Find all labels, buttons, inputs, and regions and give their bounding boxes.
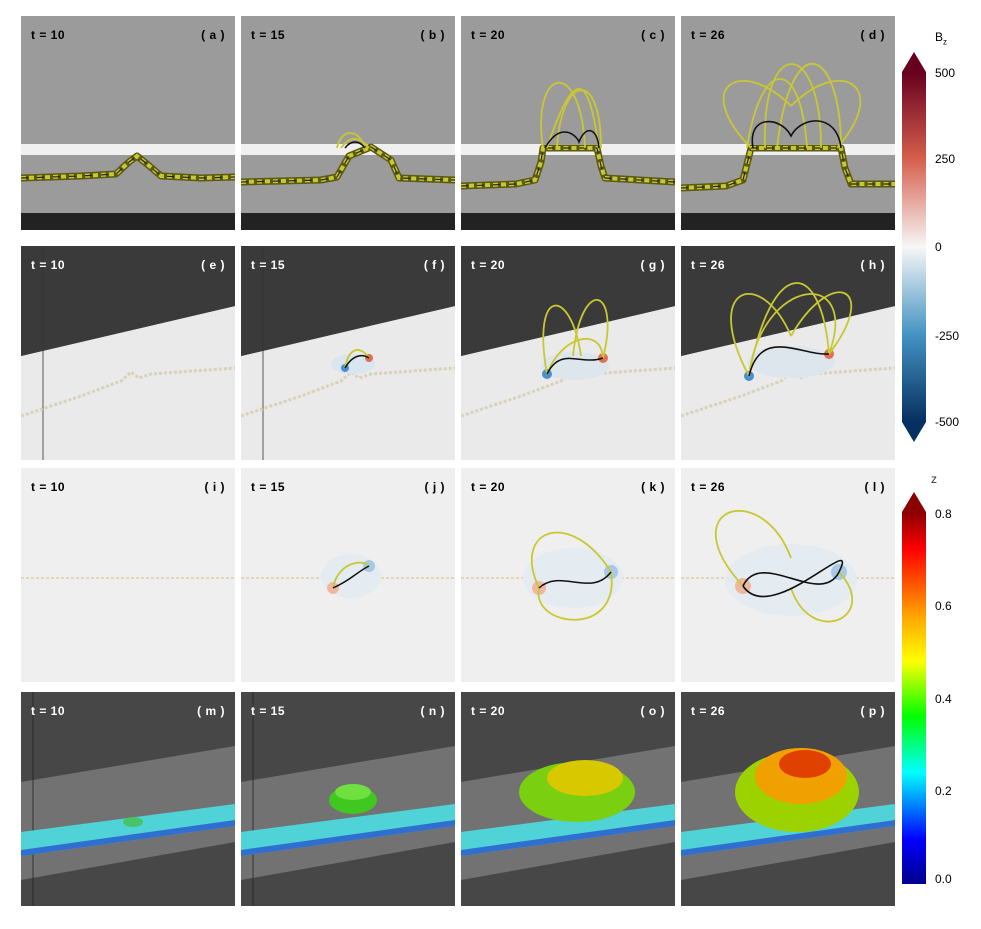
panel-time-label: t = 20 — [471, 480, 506, 494]
panel-letter-label: ( n ) — [420, 704, 445, 718]
sim-panel: t = 20 ( c ) — [461, 16, 675, 230]
panel-time-label: t = 20 — [471, 704, 506, 718]
panel-render — [241, 246, 455, 460]
panel-time-label: t = 20 — [471, 258, 506, 272]
panel-letter-label: ( j ) — [424, 480, 445, 494]
sim-panel: t = 10 ( e ) — [21, 246, 235, 460]
colorbar-bz-tick: 250 — [935, 152, 956, 166]
panel-letter-label: ( f ) — [423, 258, 445, 272]
panel-render — [681, 246, 895, 460]
panel-render — [681, 468, 895, 682]
panel-render — [21, 246, 235, 460]
panel-letter-label: ( m ) — [197, 704, 225, 718]
panel-time-label: t = 15 — [251, 28, 286, 42]
colorbar-z-tick: 0.6 — [935, 599, 952, 613]
sim-panel: t = 10 ( i ) — [21, 468, 235, 682]
sim-panel: t = 26 ( h ) — [681, 246, 895, 460]
panel-time-label: t = 10 — [31, 28, 66, 42]
colorbar-bz-tick: -500 — [935, 415, 960, 429]
panel-time-label: t = 10 — [31, 480, 66, 494]
sim-panel: t = 15 ( b ) — [241, 16, 455, 230]
colorbar-bz-bar — [902, 52, 926, 442]
panel-time-label: t = 20 — [471, 28, 506, 42]
colorbar-z-tick: 0.8 — [935, 507, 952, 521]
panel-letter-label: ( b ) — [420, 28, 445, 42]
panel-letter-label: ( h ) — [860, 258, 885, 272]
panel-letter-label: ( e ) — [201, 258, 225, 272]
panel-letter-label: ( l ) — [864, 480, 885, 494]
panel-time-label: t = 26 — [691, 28, 726, 42]
panel-render — [681, 16, 895, 230]
colorbar-z-title: z — [931, 472, 937, 486]
panel-render — [241, 16, 455, 230]
panel-time-label: t = 15 — [251, 258, 286, 272]
panel-time-label: t = 15 — [251, 480, 286, 494]
panel-render — [21, 692, 235, 906]
panel-time-label: t = 10 — [31, 258, 66, 272]
sim-panel: t = 15 ( f ) — [241, 246, 455, 460]
sim-panel: t = 15 ( j ) — [241, 468, 455, 682]
panel-render — [21, 16, 235, 230]
panel-letter-label: ( a ) — [201, 28, 225, 42]
panel-render — [241, 468, 455, 682]
panel-render — [681, 692, 895, 906]
sim-panel: t = 15 ( n ) — [241, 692, 455, 906]
panel-letter-label: ( i ) — [204, 480, 225, 494]
sim-panel: t = 26 ( l ) — [681, 468, 895, 682]
colorbar-bz-title: Bz — [935, 30, 948, 47]
panel-letter-label: ( o ) — [640, 704, 665, 718]
panel-letter-label: ( k ) — [641, 480, 665, 494]
panel-time-label: t = 10 — [31, 704, 66, 718]
panel-time-label: t = 26 — [691, 704, 726, 718]
panel-render — [461, 246, 675, 460]
colorbar-z-tick: 0.0 — [935, 872, 952, 886]
panel-render — [21, 468, 235, 682]
colorbar-z-tick: 0.4 — [935, 692, 952, 706]
colorbar-bz-tick: 0 — [935, 240, 942, 254]
colorbar-z-bar — [902, 492, 926, 884]
sim-panel: t = 20 ( k ) — [461, 468, 675, 682]
panel-time-label: t = 26 — [691, 480, 726, 494]
sim-panel: t = 26 ( p ) — [681, 692, 895, 906]
panel-letter-label: ( p ) — [860, 704, 885, 718]
panel-render — [241, 692, 455, 906]
colorbar-bz-tick: -250 — [935, 329, 960, 343]
panel-letter-label: ( c ) — [641, 28, 665, 42]
panel-render — [461, 692, 675, 906]
panel-time-label: t = 26 — [691, 258, 726, 272]
sim-panel: t = 26 ( d ) — [681, 16, 895, 230]
panel-letter-label: ( g ) — [640, 258, 665, 272]
sim-panel: t = 20 ( g ) — [461, 246, 675, 460]
panel-render — [461, 16, 675, 230]
panel-time-label: t = 15 — [251, 704, 286, 718]
panel-letter-label: ( d ) — [860, 28, 885, 42]
sim-panel: t = 20 ( o ) — [461, 692, 675, 906]
colorbar-bz-tick: 500 — [935, 66, 956, 80]
sim-panel: t = 10 ( m ) — [21, 692, 235, 906]
colorbar-z-tick: 0.2 — [935, 784, 952, 798]
panel-render — [461, 468, 675, 682]
sim-panel: t = 10 ( a ) — [21, 16, 235, 230]
